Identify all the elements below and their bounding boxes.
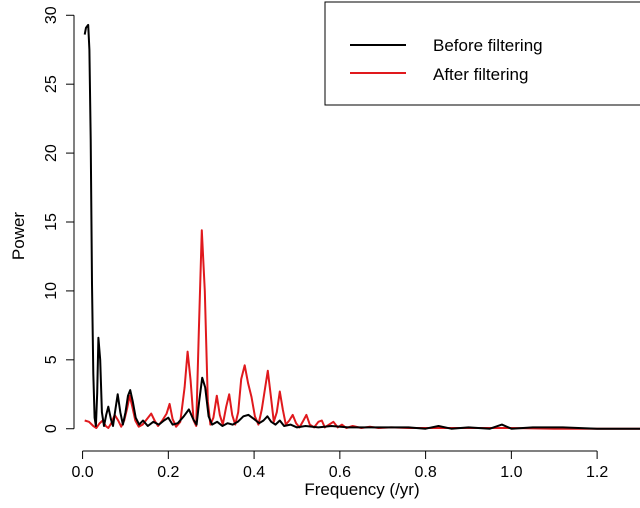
y-tick-label: 25 <box>43 75 60 93</box>
y-tick-label: 5 <box>43 355 60 364</box>
y-ticks: 0 5 10 15 20 25 30 <box>43 6 74 433</box>
x-tick-label: 0.0 <box>71 464 93 481</box>
y-tick-label: 20 <box>43 144 60 162</box>
series-line-after-filtering <box>84 229 640 430</box>
x-tick-label: 1.0 <box>500 464 522 481</box>
legend-label-before: Before filtering <box>433 36 543 55</box>
x-ticks: 0.0 0.2 0.4 0.6 0.8 1.0 1.2 <box>71 451 608 481</box>
y-axis-label: Power <box>9 212 28 261</box>
series-line-before-filtering <box>83 23 640 430</box>
legend-box <box>324 1 640 106</box>
x-tick-label: 1.2 <box>586 464 608 481</box>
x-axis-label: Frequency (/yr) <box>304 480 419 499</box>
x-tick-label: 0.2 <box>157 464 179 481</box>
x-tick-label: 0.6 <box>329 464 351 481</box>
x-tick-label: 0.8 <box>414 464 436 481</box>
y-tick-label: 15 <box>43 213 60 231</box>
y-tick-label: 10 <box>43 282 60 300</box>
y-tick-label: 0 <box>43 424 60 433</box>
legend-label-after: After filtering <box>433 65 528 84</box>
x-tick-label: 0.4 <box>243 464 265 481</box>
series-layer <box>83 23 640 430</box>
y-tick-label: 30 <box>43 6 60 24</box>
legend: Before filtering After filtering <box>324 1 640 106</box>
